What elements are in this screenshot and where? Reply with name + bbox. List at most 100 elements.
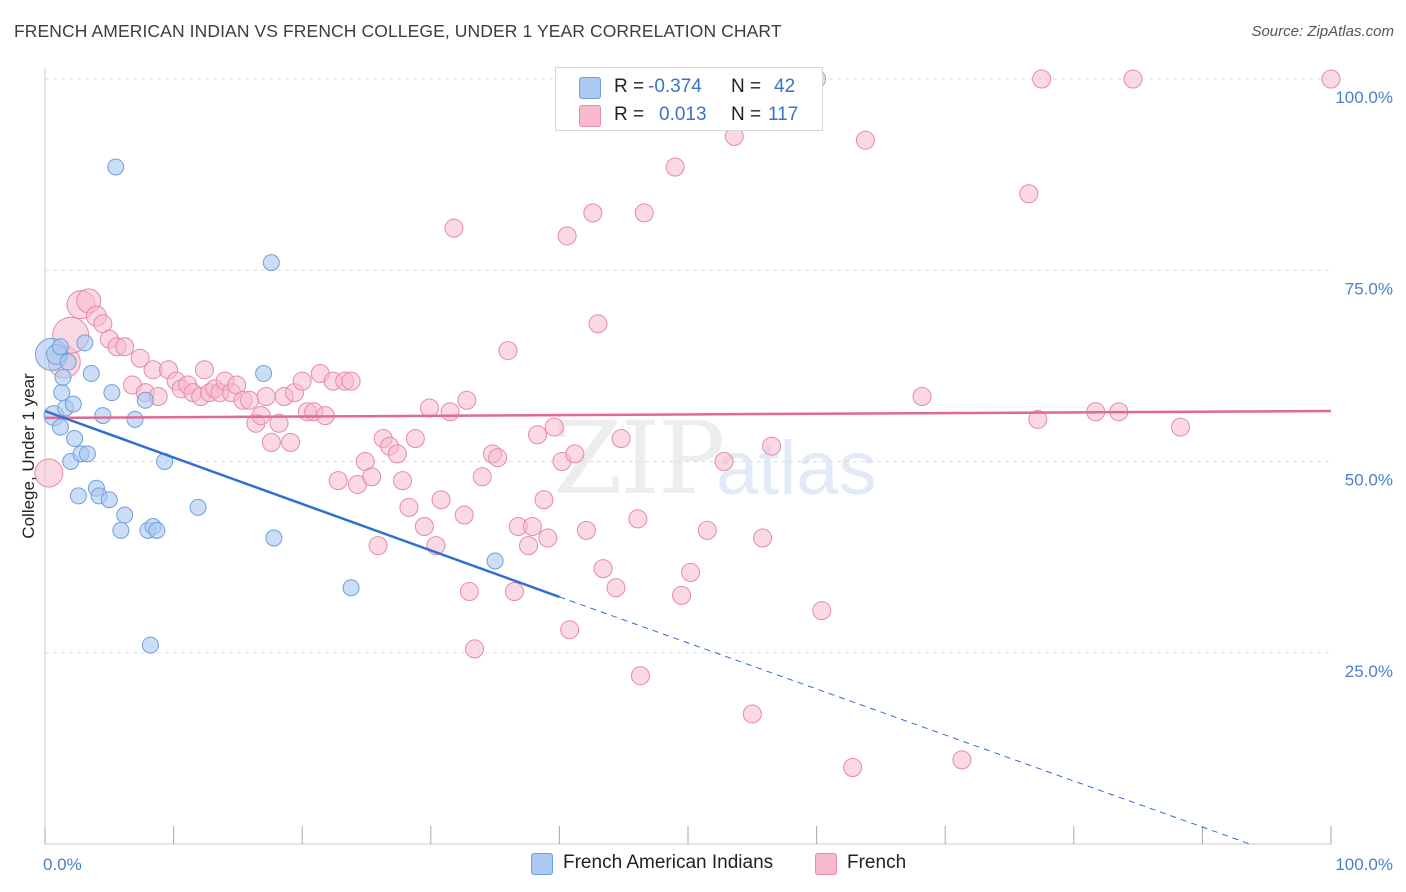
legend-item-french-american-indians: French American Indians [531, 851, 801, 877]
french-american-indians-point [107, 158, 125, 176]
french-point [239, 390, 259, 410]
french-point [1019, 184, 1039, 204]
french-point [431, 490, 451, 510]
french-american-indians-point [126, 410, 144, 428]
french-american-indians-point [76, 334, 94, 352]
french-point [583, 203, 603, 223]
y-tick-label: 100.0% [1335, 88, 1393, 107]
french-point [762, 436, 782, 456]
french-point [630, 666, 650, 686]
french-point [440, 402, 460, 422]
blue-legend-swatch [531, 853, 553, 875]
french-american-indians-point [59, 353, 77, 371]
french-american-indians-point [69, 487, 87, 505]
french-american-indians-point [94, 407, 112, 425]
french-american-indians-point [103, 384, 121, 402]
french-point [753, 528, 773, 548]
french-point [812, 601, 832, 621]
n-label: N = [731, 76, 762, 97]
axes [44, 68, 1332, 845]
n-value: 42 [774, 76, 796, 97]
french-american-indians-point [262, 254, 280, 272]
french-point [1171, 417, 1191, 437]
french-point [1123, 69, 1143, 89]
french-point [912, 386, 932, 406]
r-label: R = [614, 76, 645, 97]
french-point [538, 528, 558, 548]
french-american-indians-point [66, 430, 84, 448]
n-label: N = [731, 104, 762, 125]
stats-row-french: R = 0.013 N = 117 [556, 100, 822, 130]
french-point [256, 386, 276, 406]
french-point [855, 130, 875, 150]
french-point [1032, 69, 1052, 89]
stats-legend: R = -0.374 N = 42 R = 0.013 N = 117 [555, 67, 823, 131]
x-tick-label-end: 100.0% [1335, 855, 1393, 874]
r-label: R = [614, 104, 645, 125]
french-point [742, 704, 762, 724]
french-point [843, 758, 863, 777]
french-point [519, 536, 539, 556]
french-american-indians-point [141, 636, 159, 654]
french-american-indians-point [255, 365, 273, 383]
french-point [362, 467, 382, 487]
french-point [115, 337, 135, 357]
tick-labels: 25.0% 50.0% 75.0% 100.0% 0.0% 100.0% [43, 88, 1393, 874]
french-point [611, 429, 631, 449]
french-point [952, 750, 972, 770]
y-tick-label: 75.0% [1345, 279, 1393, 298]
french-point [565, 444, 585, 464]
pink-swatch [579, 105, 601, 127]
french-american-indians-point [112, 521, 130, 539]
french-point [341, 371, 361, 391]
french-point [557, 226, 577, 246]
chart-title: FRENCH AMERICAN INDIAN VS FRENCH COLLEGE… [14, 21, 782, 41]
legend-label: French American Indians [563, 852, 774, 873]
french-point [444, 218, 464, 238]
french-american-indians-trend-extension [559, 596, 1250, 845]
french-point [628, 509, 648, 529]
french-point [414, 517, 434, 537]
pink-legend-swatch [815, 853, 837, 875]
french-point [472, 467, 492, 487]
french-point [261, 432, 281, 452]
legend-item-french: French [815, 851, 935, 877]
french-point [697, 520, 717, 540]
french-american-indians-point [136, 391, 154, 409]
french-point [488, 448, 508, 468]
french-american-indians-point [189, 498, 207, 516]
french-point [588, 314, 608, 334]
french-point [576, 520, 596, 540]
french-point [672, 585, 692, 605]
legend-label: French [847, 852, 907, 873]
french-point [634, 203, 654, 223]
source-label: Source: ZipAtlas.com [1251, 23, 1394, 40]
french-american-indians-point [116, 506, 134, 524]
french-american-indians-point [486, 552, 504, 570]
french-american-indians-point [54, 368, 72, 386]
french-american-indians-point [265, 529, 283, 547]
french-american-indians-point [148, 521, 166, 539]
y-axis-title: College, Under 1 year [19, 373, 38, 539]
watermark-atlas: atlas [716, 426, 877, 511]
y-tick-label: 50.0% [1345, 471, 1393, 490]
french-point [665, 157, 685, 177]
french-american-indians-point [64, 395, 82, 413]
y-tick-label: 25.0% [1345, 662, 1393, 681]
r-value: 0.013 [659, 104, 707, 125]
french-point [534, 490, 554, 510]
french-point [420, 398, 440, 418]
french-point [1321, 69, 1341, 89]
french-point [681, 562, 701, 582]
french-american-indians-trend-line [44, 409, 560, 599]
r-value: -0.374 [648, 76, 702, 97]
french-point [292, 371, 312, 391]
stats-row-french-american-indians: R = -0.374 N = 42 [556, 72, 822, 102]
french-point [281, 432, 301, 452]
french-trend-line [44, 409, 1332, 420]
blue-swatch [579, 77, 601, 99]
french-american-indians-point [51, 338, 69, 356]
french-point [606, 578, 626, 598]
french-point [544, 417, 564, 437]
